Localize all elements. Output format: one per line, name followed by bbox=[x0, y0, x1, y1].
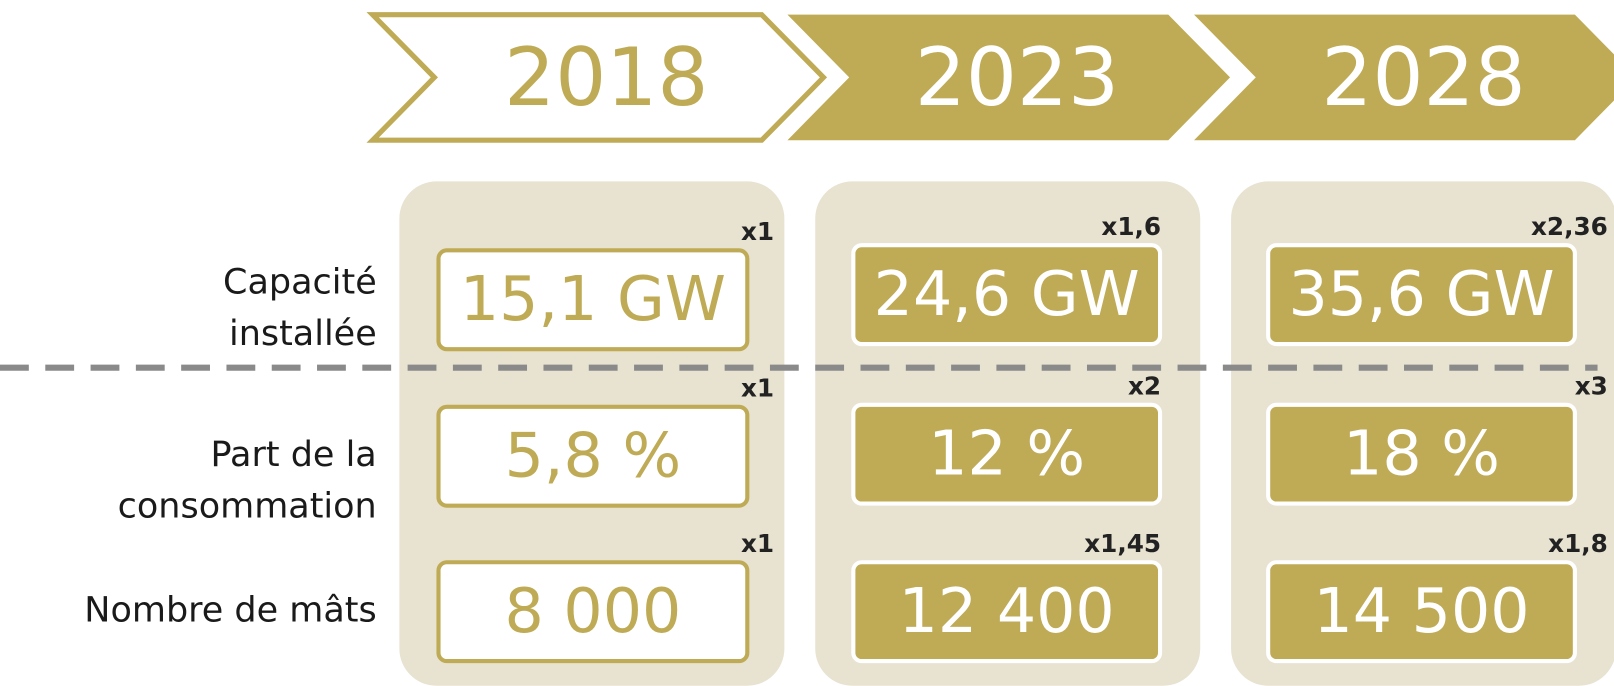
cell-value: 15,1 GW bbox=[460, 263, 726, 335]
row-label: Capacité bbox=[223, 262, 377, 302]
growth-factor: x1 bbox=[741, 374, 774, 403]
row-label: installée bbox=[229, 314, 377, 354]
value-box bbox=[436, 560, 750, 664]
growth-factor: x1 bbox=[741, 529, 774, 558]
growth-factor: x1,6 bbox=[1101, 212, 1161, 241]
year-label: 2023 bbox=[915, 30, 1119, 124]
cell-value: 5,8 % bbox=[505, 419, 682, 491]
growth-factor: x2 bbox=[1128, 371, 1161, 400]
value-box bbox=[851, 560, 1163, 664]
cell-value: 14 500 bbox=[1313, 575, 1529, 647]
value-box bbox=[851, 402, 1163, 506]
year-label: 2028 bbox=[1321, 30, 1525, 124]
growth-factor: x1 bbox=[741, 217, 774, 246]
row-label: consommation bbox=[118, 487, 377, 527]
year-chevron bbox=[366, 12, 828, 143]
growth-factor: x2,36 bbox=[1531, 212, 1608, 241]
year-label: 2018 bbox=[504, 30, 708, 124]
cell-value: 35,6 GW bbox=[1288, 258, 1554, 330]
cell-value: 18 % bbox=[1343, 417, 1500, 489]
cell-value: 24,6 GW bbox=[874, 258, 1140, 330]
row-label: Part de la bbox=[211, 435, 377, 475]
value-box bbox=[851, 243, 1163, 347]
value-box bbox=[436, 248, 750, 352]
growth-factor: x1,8 bbox=[1548, 529, 1608, 558]
value-box bbox=[1266, 560, 1577, 664]
value-box bbox=[1266, 243, 1577, 347]
year-chevron bbox=[787, 14, 1231, 141]
value-box bbox=[1266, 402, 1577, 506]
cell-value: 8 000 bbox=[505, 575, 682, 647]
cell-value: 12 % bbox=[928, 417, 1085, 489]
row-label: Nombre de mâts bbox=[84, 591, 376, 631]
growth-factor: x3 bbox=[1575, 371, 1608, 400]
cell-value: 12 400 bbox=[899, 575, 1115, 647]
value-box bbox=[436, 404, 750, 508]
year-chevron bbox=[1194, 14, 1614, 141]
growth-factor: x1,45 bbox=[1084, 529, 1161, 558]
